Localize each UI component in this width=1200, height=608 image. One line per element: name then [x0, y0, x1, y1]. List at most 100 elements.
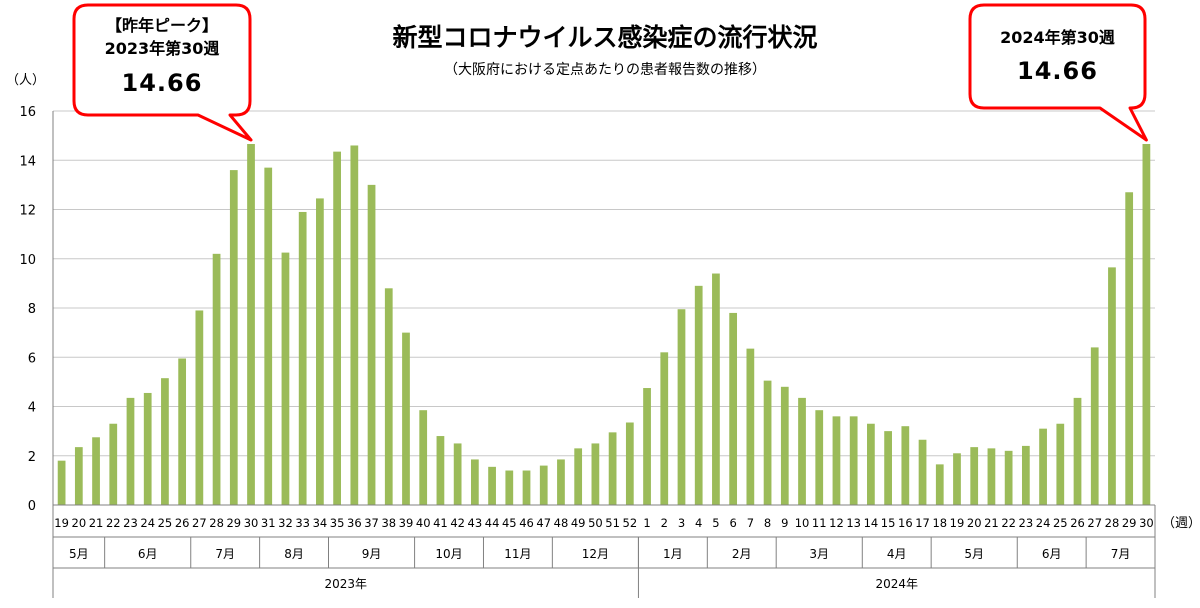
- bar: [178, 358, 187, 505]
- week-label: 49: [571, 516, 586, 530]
- month-label: 8月: [284, 547, 304, 561]
- bar: [832, 416, 841, 505]
- callout-heading: 2023年第30週: [105, 39, 220, 58]
- month-label: 4月: [887, 547, 907, 561]
- bar: [953, 453, 961, 505]
- bar: [867, 423, 875, 505]
- month-label: 12月: [582, 547, 609, 561]
- bar: [1090, 347, 1099, 505]
- week-label: 30: [244, 516, 259, 530]
- week-label: 9: [781, 516, 788, 530]
- y-tick-labels: 0 2 4 6 8 10 12 14 16: [19, 105, 36, 514]
- bar: [436, 436, 445, 505]
- week-label: 20: [72, 516, 87, 530]
- week-label: 31: [261, 516, 276, 530]
- bar: [608, 432, 617, 505]
- bar: [195, 310, 204, 505]
- bar: [970, 447, 979, 505]
- callout-box: [968, 3, 1148, 142]
- callout-heading: 2024年第30週: [1000, 28, 1115, 47]
- x-axis-label: （週）: [1162, 516, 1200, 531]
- bar: [1004, 450, 1013, 505]
- bar: [1056, 423, 1065, 505]
- week-label: 46: [519, 516, 534, 530]
- week-label: 12: [829, 516, 844, 530]
- y-tick-label: 12: [19, 204, 36, 219]
- bar: [350, 145, 359, 505]
- bar: [694, 285, 703, 505]
- bar: [849, 416, 858, 505]
- week-label: 22: [1001, 516, 1016, 530]
- week-label: 15: [881, 516, 896, 530]
- week-label: 37: [364, 516, 379, 530]
- bar: [522, 470, 531, 505]
- bar: [574, 448, 583, 505]
- bar: [505, 470, 514, 505]
- bar: [815, 410, 824, 505]
- week-label: 38: [381, 516, 396, 530]
- week-label: 28: [1105, 516, 1120, 530]
- week-label: 42: [450, 516, 465, 530]
- week-label: 35: [330, 516, 345, 530]
- bar: [143, 392, 152, 505]
- week-label: 4: [695, 516, 702, 530]
- week-label: 2: [661, 516, 668, 530]
- week-label: 26: [175, 516, 190, 530]
- bar: [935, 464, 944, 505]
- bar: [212, 253, 221, 505]
- callout-box: [72, 3, 253, 142]
- week-label: 3: [678, 516, 685, 530]
- y-tick-label: 0: [28, 499, 36, 514]
- callouts: 【昨年ピーク】 2023年第30週 14.66 2024年第30週 14.66: [72, 3, 1148, 142]
- week-label: 23: [1019, 516, 1034, 530]
- week-label: 20: [967, 516, 982, 530]
- year-label: 2023年: [324, 577, 367, 591]
- bar: [1108, 267, 1116, 505]
- bar: [591, 443, 600, 505]
- bar: [488, 466, 496, 505]
- y-tick-label: 2: [28, 450, 36, 465]
- y-tick-label: 10: [19, 253, 36, 268]
- week-label: 7: [747, 516, 754, 530]
- week-label: 40: [416, 516, 431, 530]
- week-label: 21: [984, 516, 999, 530]
- bar: [316, 198, 324, 505]
- bar: [660, 352, 669, 505]
- bar: [247, 143, 255, 505]
- bar: [229, 170, 238, 505]
- bar: [109, 423, 118, 505]
- week-label: 36: [347, 516, 362, 530]
- bar: [729, 312, 738, 505]
- x-category-table: 19 20 21 22 23 24 25 26 27 28 29 30 31 32 33 34 35 36 37 38…: [52, 505, 1156, 598]
- week-label: 24: [1036, 516, 1051, 530]
- bar: [264, 167, 273, 505]
- y-axis-label: （人）: [6, 73, 45, 88]
- bar: [126, 397, 135, 505]
- bar: [57, 460, 66, 505]
- bar: [384, 288, 393, 505]
- week-label: 47: [536, 516, 551, 530]
- bar: [367, 184, 376, 505]
- bar: [539, 465, 548, 505]
- month-label: 2月: [732, 547, 752, 561]
- week-label: 32: [278, 516, 293, 530]
- month-label: 3月: [809, 547, 829, 561]
- week-label: 8: [764, 516, 771, 530]
- bar: [298, 211, 307, 505]
- week-label: 41: [433, 516, 448, 530]
- bar: [746, 348, 755, 505]
- bars: [57, 143, 1151, 505]
- bar: [625, 422, 634, 505]
- chart-title: 新型コロナウイルス感染症の流行状況: [392, 23, 817, 52]
- week-label: 19: [54, 516, 69, 530]
- bar: [92, 437, 100, 505]
- week-label: 16: [898, 516, 913, 530]
- month-label: 7月: [215, 547, 235, 561]
- chart-subtitle: （大阪府における定点あたりの患者報告数の推移）: [444, 62, 766, 78]
- week-label: 6: [729, 516, 736, 530]
- bar: [677, 309, 686, 505]
- y-tick-label: 6: [28, 351, 36, 366]
- week-label: 25: [158, 516, 173, 530]
- bar: [798, 397, 806, 505]
